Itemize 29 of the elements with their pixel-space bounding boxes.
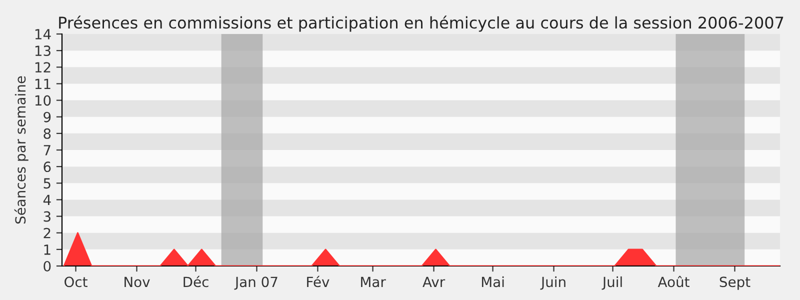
y-tick-label: 3	[44, 211, 50, 222]
y-tick-label: 6	[44, 162, 51, 172]
y-tick-label: 5	[44, 178, 50, 189]
x-tick-label: Sept	[720, 276, 750, 290]
x-tick-label: Juin	[540, 276, 566, 290]
y-tick-label: 9	[44, 112, 51, 122]
x-tick-label: Juil	[602, 276, 622, 290]
y-tick-label: 10	[35, 95, 51, 106]
y-tick-label: 1	[44, 244, 50, 255]
chart-title: Présences en commissions et participation en hémicycle au cours de la session 2006-2007	[59, 16, 784, 32]
x-tick-label: Fév	[307, 276, 330, 288]
y-tick-label: 4	[43, 194, 51, 205]
x-tick-label: Mai	[482, 276, 504, 288]
y-axis-title: Séances par semaine	[14, 76, 28, 224]
x-tick-label: Avr	[422, 276, 446, 287]
y-tick-label: 0	[44, 260, 51, 272]
y-tick-label: 12	[35, 62, 50, 72]
y-tick-label: 2	[44, 228, 50, 238]
x-tick-label: Oct	[64, 276, 88, 288]
y-tick-label: 7	[44, 145, 50, 156]
y-tick-label: 14	[35, 29, 51, 40]
y-tick-label: 8	[44, 128, 51, 139]
x-tick-label: Mar	[361, 276, 386, 288]
y-tick-label: 11	[35, 78, 50, 89]
x-tick-label: Nov	[124, 276, 150, 288]
x-tick-label: Déc	[184, 276, 208, 288]
y-tick-label: 13	[35, 46, 50, 56]
x-tick-label: Jan 07	[234, 276, 278, 290]
x-tick-label: Août	[658, 276, 690, 288]
